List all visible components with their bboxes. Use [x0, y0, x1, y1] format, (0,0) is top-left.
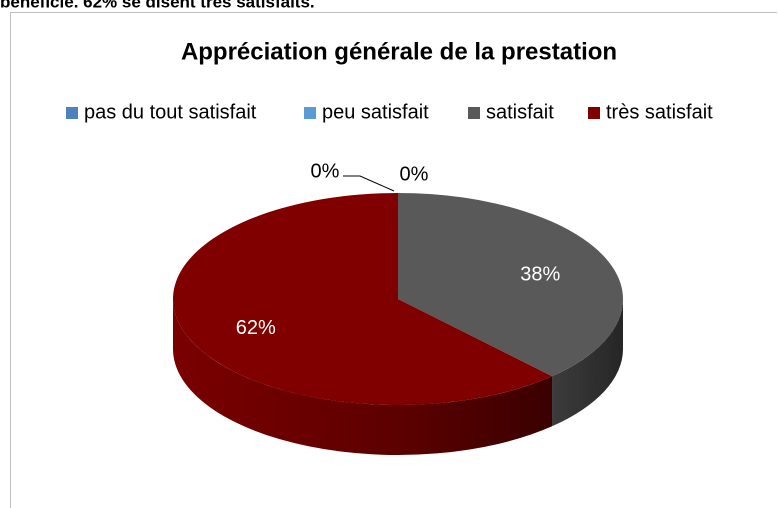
document-text: bénéficie. 62% se disent très satisfaits…: [0, 0, 315, 11]
slice: [398, 193, 623, 377]
data-label: 62%: [236, 317, 276, 339]
legend-label: satisfait: [486, 101, 554, 123]
legend-marker: [468, 107, 480, 119]
legend-marker: [588, 107, 600, 119]
slice-side: [552, 299, 623, 427]
legend-label: très satisfait: [606, 101, 713, 123]
legend-marker: [66, 107, 78, 119]
slice-side: [173, 299, 553, 455]
legend-label: pas du tout satisfait: [84, 101, 257, 123]
chart-title: Appréciation générale de la prestation: [181, 38, 617, 65]
data-label: 0%: [311, 160, 340, 182]
legend-label: peu satisfait: [322, 101, 429, 123]
data-label: 38%: [520, 264, 560, 286]
legend-marker: [304, 107, 316, 119]
slice: [172, 193, 553, 405]
data-label: 0%: [400, 163, 429, 185]
leader-line: [343, 175, 395, 192]
chart-frame: [10, 12, 777, 508]
